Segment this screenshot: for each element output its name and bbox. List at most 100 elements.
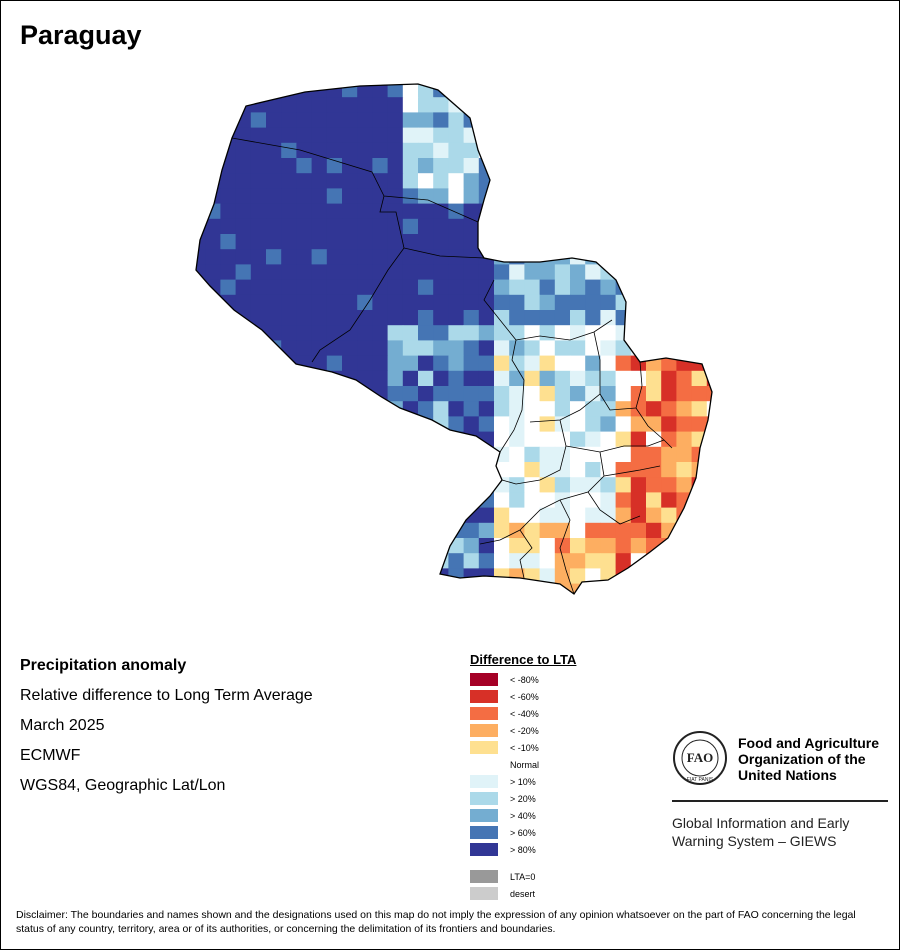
grid-cell (570, 279, 586, 296)
grid-cell (235, 234, 252, 250)
grid-cell (494, 294, 510, 311)
grid-cell (418, 507, 434, 524)
grid-cell (509, 112, 525, 128)
grid-cell (220, 386, 236, 402)
grid-cell (615, 310, 632, 326)
grid-cell (296, 218, 312, 235)
legend-item: LTA=0 (470, 868, 576, 885)
grid-cell (600, 203, 616, 220)
grid-cell (524, 583, 540, 594)
grid-cell (387, 310, 404, 326)
grid-cell (463, 84, 480, 98)
grid-cell (448, 401, 464, 417)
legend-swatch (470, 707, 498, 720)
grid-cell (570, 249, 586, 265)
grid-cell (326, 522, 343, 539)
grid-cell (266, 84, 282, 98)
grid-cell (646, 462, 662, 478)
grid-cell (448, 279, 464, 296)
grid-cell (402, 173, 419, 189)
grid-cell (676, 249, 692, 265)
grid-cell (570, 340, 586, 356)
grid-cell (266, 507, 282, 524)
grid-cell (266, 279, 282, 296)
grid-cell (387, 462, 404, 478)
grid-cell (706, 234, 712, 250)
grid-cell (585, 522, 601, 539)
grid-cell (235, 401, 252, 417)
grid-cell (554, 431, 571, 448)
grid-cell (326, 340, 343, 356)
grid-cell (311, 431, 328, 448)
grid-cell (615, 249, 632, 265)
grid-cell (311, 355, 328, 372)
grid-cell (600, 158, 616, 174)
grid-cell (220, 522, 236, 539)
grid-cell (524, 112, 540, 128)
grid-cell (402, 97, 419, 113)
grid-cell (196, 310, 206, 326)
grid-cell (357, 218, 373, 235)
fao-branding: FAO FIAT PANIS Food and Agriculture Orga… (672, 730, 888, 850)
grid-cell (630, 401, 647, 417)
grid-cell (418, 142, 434, 159)
grid-cell (418, 340, 434, 356)
legend-item: Normal (470, 756, 576, 773)
grid-cell (463, 127, 480, 144)
grid-cell (539, 218, 556, 235)
grid-cell (205, 568, 221, 584)
grid-cell (281, 492, 297, 508)
legend-label: Normal (510, 759, 540, 770)
grid-cell (630, 416, 647, 432)
grid-cell (357, 401, 373, 417)
grid-cell (509, 279, 525, 296)
grid-cell (524, 218, 540, 235)
grid-cell (220, 294, 236, 311)
grid-cell (463, 249, 480, 265)
grid-cell (250, 583, 267, 594)
grid-cell (205, 370, 221, 387)
grid-cell (585, 462, 601, 478)
grid-cell (372, 127, 388, 144)
grid-cell (433, 97, 449, 113)
grid-cell (494, 310, 510, 326)
grid-cell (357, 173, 373, 189)
grid-cell (387, 97, 404, 113)
grid-cell (311, 340, 328, 356)
grid-cell (463, 264, 480, 280)
grid-cell (357, 507, 373, 524)
grid-cell (418, 97, 434, 113)
grid-cell (554, 294, 571, 311)
grid-cell (402, 127, 419, 144)
grid-cell (250, 370, 267, 387)
legend-item: > 10% (470, 773, 576, 790)
grid-cell (646, 431, 662, 448)
grid-cell (478, 507, 495, 524)
grid-cell (281, 370, 297, 387)
grid-cell (585, 294, 601, 311)
grid-cell (387, 446, 404, 463)
grid-cell (281, 264, 297, 280)
grid-cell (630, 355, 647, 372)
grid-cell (585, 446, 601, 463)
anomaly-map (195, 83, 713, 595)
giews-line: Global Information and Early (672, 815, 850, 831)
grid-cell (676, 522, 692, 539)
grid-cell (418, 203, 434, 220)
grid-cell (539, 234, 556, 250)
grid-cell (585, 325, 601, 341)
grid-cell (691, 173, 708, 189)
grid-cell (357, 294, 373, 311)
grid-cell (326, 507, 343, 524)
grid-cell (615, 264, 632, 280)
grid-cell (196, 112, 206, 128)
grid-cell (539, 431, 556, 448)
grid-cell (433, 264, 449, 280)
grid-cell (235, 568, 252, 584)
grid-cell (585, 127, 601, 144)
grid-cell (205, 294, 221, 311)
grid-cell (266, 325, 282, 341)
grid-cell (570, 264, 586, 280)
grid-cell (266, 97, 282, 113)
grid-cell (524, 446, 540, 463)
